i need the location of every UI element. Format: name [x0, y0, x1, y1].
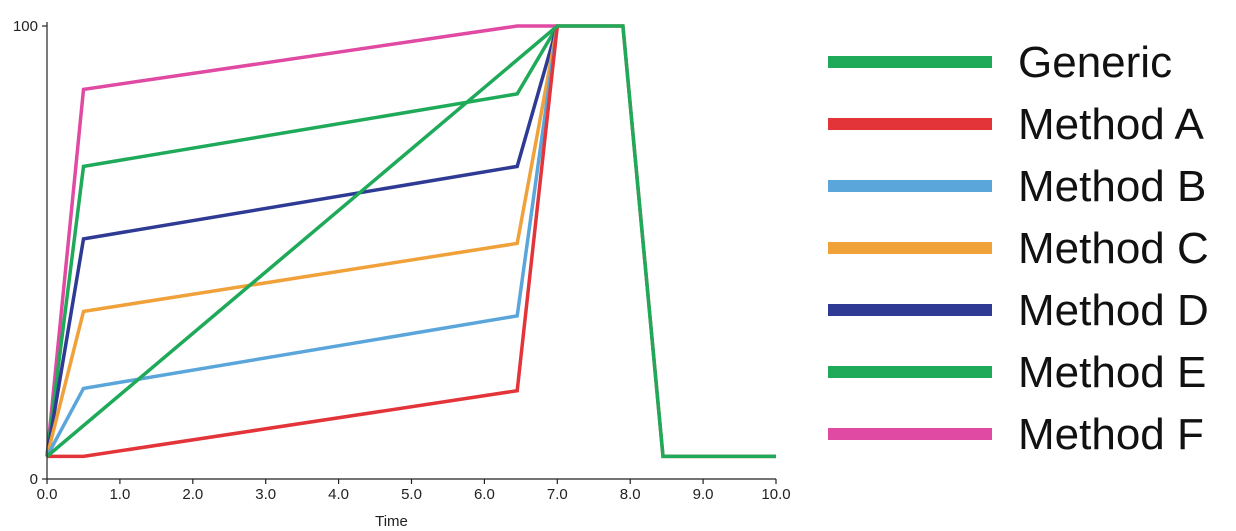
- x-tick-label: 0.0: [37, 486, 58, 503]
- series-line-method-d: [45, 25, 559, 457]
- y-tick-label: 0: [30, 471, 38, 488]
- x-tick-label: 8.0: [620, 486, 641, 503]
- legend-label: Generic: [1018, 38, 1172, 87]
- legend-label: Method A: [1018, 100, 1205, 149]
- x-tick-label: 6.0: [474, 486, 495, 503]
- legend-label: Method B: [1018, 162, 1206, 211]
- x-tick-label: 9.0: [693, 486, 714, 503]
- x-tick-label: 4.0: [328, 486, 349, 503]
- legend: Generic Method A Method B Method C Method D M…: [828, 38, 1209, 459]
- series-line-method-f: [45, 24, 558, 457]
- x-tick-label: 1.0: [109, 486, 130, 503]
- y-ticks: 0 100: [13, 18, 47, 488]
- x-tick-label: 3.0: [255, 486, 276, 503]
- legend-label: Method E: [1018, 348, 1206, 397]
- y-tick-label: 100: [13, 18, 38, 35]
- x-tick-label: 5.0: [401, 486, 422, 503]
- plot-lines: [45, 24, 776, 459]
- x-ticks: 0.0 1.0 2.0 3.0 4.0 5.0 6.0 7.0 8.0 9.0 10.0: [37, 479, 791, 503]
- x-tick-label: 10.0: [761, 486, 790, 503]
- series-line-method-a: [47, 24, 776, 459]
- legend-label: Method F: [1018, 410, 1204, 459]
- x-tick-label: 2.0: [182, 486, 203, 503]
- x-tick-label: 7.0: [547, 486, 568, 503]
- legend-label: Method C: [1018, 224, 1209, 273]
- series-line-method-e: [45, 25, 559, 457]
- series-line-generic: [45, 24, 776, 459]
- x-axis-title: Time: [375, 513, 408, 530]
- legend-label: Method D: [1018, 286, 1209, 335]
- series-line-method-b: [45, 25, 560, 458]
- series-line-method-c: [45, 25, 560, 457]
